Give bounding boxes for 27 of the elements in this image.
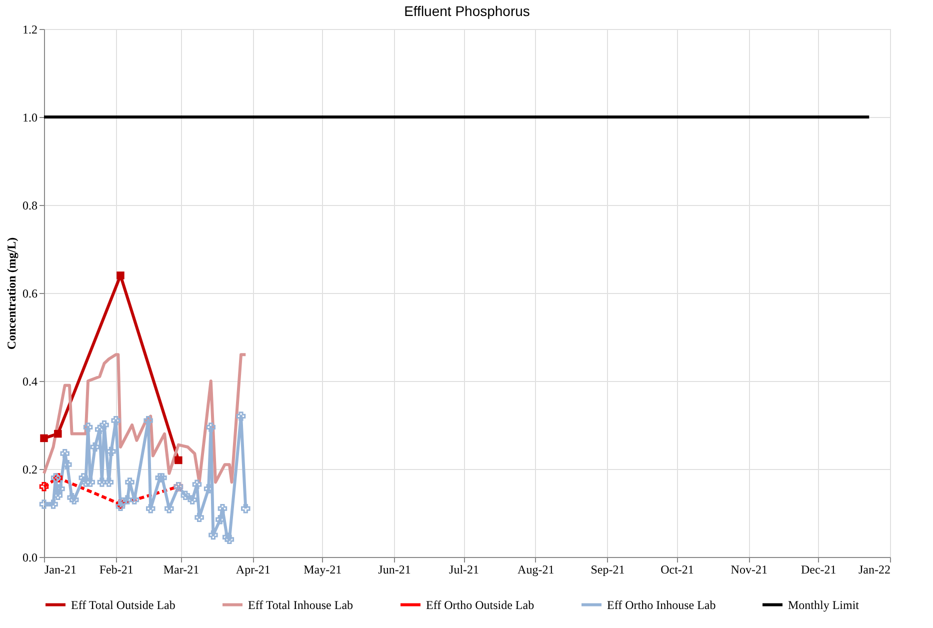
legend-label: Eff Ortho Inhouse Lab [607, 598, 716, 612]
x-tick-label: Sep-21 [590, 562, 625, 576]
x-tick-label: Apr-21 [236, 562, 270, 576]
y-axis-title: Concentration (mg/L) [4, 237, 18, 350]
y-tick-label: 0.8 [22, 198, 38, 212]
y-tick-label: 0.4 [22, 374, 38, 388]
legend-label: Eff Total Inhouse Lab [248, 598, 354, 612]
x-tick-label: Feb-21 [99, 562, 134, 576]
x-tick-label: Oct-21 [660, 562, 694, 576]
y-tick-label: 1.0 [22, 110, 38, 124]
legend-label: Eff Ortho Outside Lab [426, 598, 534, 612]
x-tick-label: Dec-21 [800, 562, 836, 576]
x-tick-label: Jan-21 [44, 562, 76, 576]
y-tick-label: 1.2 [22, 22, 38, 36]
x-tick-label: Jul-21 [449, 562, 480, 576]
legend-label: Eff Total Outside Lab [71, 598, 176, 612]
x-tick-label: May-21 [304, 562, 342, 576]
y-tick-label: 0.0 [22, 550, 38, 564]
y-tick-label: 0.2 [22, 462, 38, 476]
chart-title: Effluent Phosphorus [404, 3, 530, 19]
y-tick-label: 0.6 [22, 286, 38, 300]
x-tick-label: Nov-21 [730, 562, 768, 576]
x-tick-label: Mar-21 [163, 562, 200, 576]
legend-label: Monthly Limit [788, 598, 860, 612]
x-tick-label: Jun-21 [378, 562, 411, 576]
x-tick-label: Jan-22 [858, 562, 890, 576]
x-tick-label: Aug-21 [518, 562, 554, 576]
